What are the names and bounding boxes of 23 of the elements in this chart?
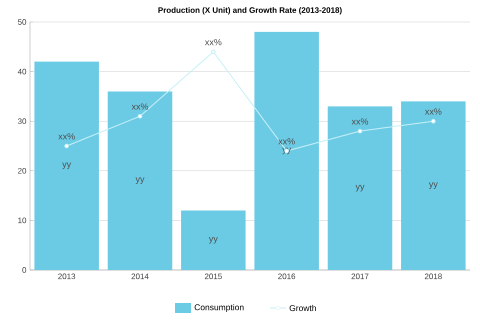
data-label: yy xyxy=(428,182,438,189)
data-label: xx% xyxy=(132,103,148,110)
data-label: yy xyxy=(136,177,144,184)
point xyxy=(431,118,436,124)
bar xyxy=(254,32,319,270)
data-label: xx% xyxy=(58,133,75,140)
data-label: yy xyxy=(356,184,364,192)
legend-label: Growth xyxy=(290,304,316,312)
point xyxy=(358,128,362,134)
data-label: xx% xyxy=(352,118,368,125)
point xyxy=(211,49,216,54)
data-label: yy xyxy=(208,236,218,244)
data-label: xx% xyxy=(424,108,442,115)
data-label: yy xyxy=(62,162,72,170)
bar xyxy=(108,91,172,270)
bar xyxy=(401,101,466,270)
point xyxy=(138,114,142,119)
data-label: xx% xyxy=(204,38,222,46)
legend-label: Consumption xyxy=(194,304,244,312)
bar xyxy=(34,62,99,270)
bar xyxy=(328,106,392,270)
bar xyxy=(181,210,246,270)
point xyxy=(64,144,69,148)
